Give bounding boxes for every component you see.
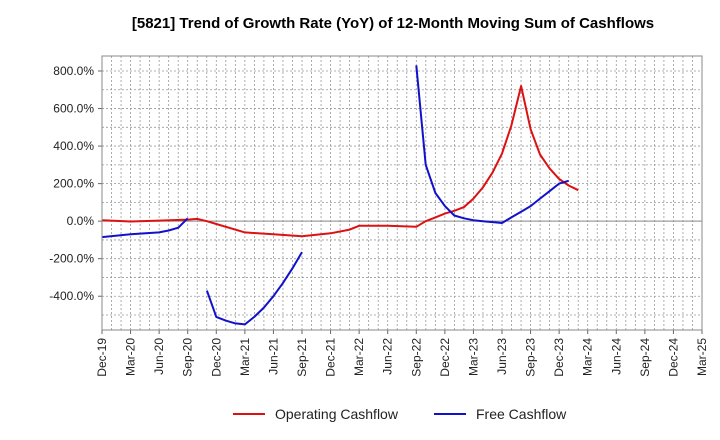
x-tick-label: Mar-22 xyxy=(352,338,366,376)
x-tick-label: Mar-24 xyxy=(581,338,595,376)
x-tick-label: Jun-20 xyxy=(152,338,166,375)
x-tick-label: Dec-24 xyxy=(666,338,680,377)
x-tick-label: Dec-23 xyxy=(552,338,566,377)
series-line-free-cashflow xyxy=(415,65,569,224)
x-tick-label: Jun-24 xyxy=(609,338,623,375)
x-tick-label: Jun-21 xyxy=(266,338,280,375)
y-tick-label: 400.0% xyxy=(53,139,94,153)
series-line-free-cashflow xyxy=(101,217,189,239)
x-tick-label: Sep-24 xyxy=(638,338,652,377)
y-tick-label: -400.0% xyxy=(49,289,94,303)
chart-title: [5821] Trend of Growth Rate (YoY) of 12-… xyxy=(132,15,654,32)
series-line-free-cashflow xyxy=(205,251,303,326)
x-tick-label: Mar-21 xyxy=(238,338,252,376)
grid xyxy=(102,56,702,330)
legend-label: Operating Cashflow xyxy=(275,406,399,422)
x-tick-label: Mar-23 xyxy=(466,338,480,376)
x-tick-label: Sep-22 xyxy=(409,338,423,377)
x-tick-label: Sep-23 xyxy=(524,338,538,377)
series-group xyxy=(101,65,579,326)
x-tick-label: Mar-25 xyxy=(695,338,709,376)
series-line-operating-cashflow xyxy=(101,85,579,238)
x-tick-label: Dec-19 xyxy=(95,338,109,377)
x-axis-ticks: Dec-19 Mar-20 Jun-20 Sep-20 Dec-20 Mar-21 Jun-… xyxy=(95,330,709,377)
y-tick-label: -200.0% xyxy=(49,252,94,266)
y-axis-ticks: 800.0% 600.0% 400.0% 200.0% 0.0% -200.0% -400.… xyxy=(49,64,102,303)
x-tick-label: Sep-21 xyxy=(295,338,309,377)
y-tick-label: 0.0% xyxy=(67,214,95,228)
x-tick-label: Dec-21 xyxy=(324,338,338,377)
x-tick-label: Dec-22 xyxy=(438,338,452,377)
plot-frame xyxy=(101,55,703,331)
x-tick-label: Mar-20 xyxy=(124,338,138,376)
x-tick-label: Sep-20 xyxy=(181,338,195,377)
x-tick-label: Dec-20 xyxy=(209,338,223,377)
y-tick-label: 600.0% xyxy=(53,102,94,116)
x-tick-label: Jun-22 xyxy=(381,338,395,375)
x-tick-label: Jun-23 xyxy=(495,338,509,375)
y-tick-label: 200.0% xyxy=(53,177,94,191)
y-tick-label: 800.0% xyxy=(53,64,94,78)
legend: Operating Cashflow Free Cashflow xyxy=(233,406,567,422)
legend-label: Free Cashflow xyxy=(476,406,567,422)
